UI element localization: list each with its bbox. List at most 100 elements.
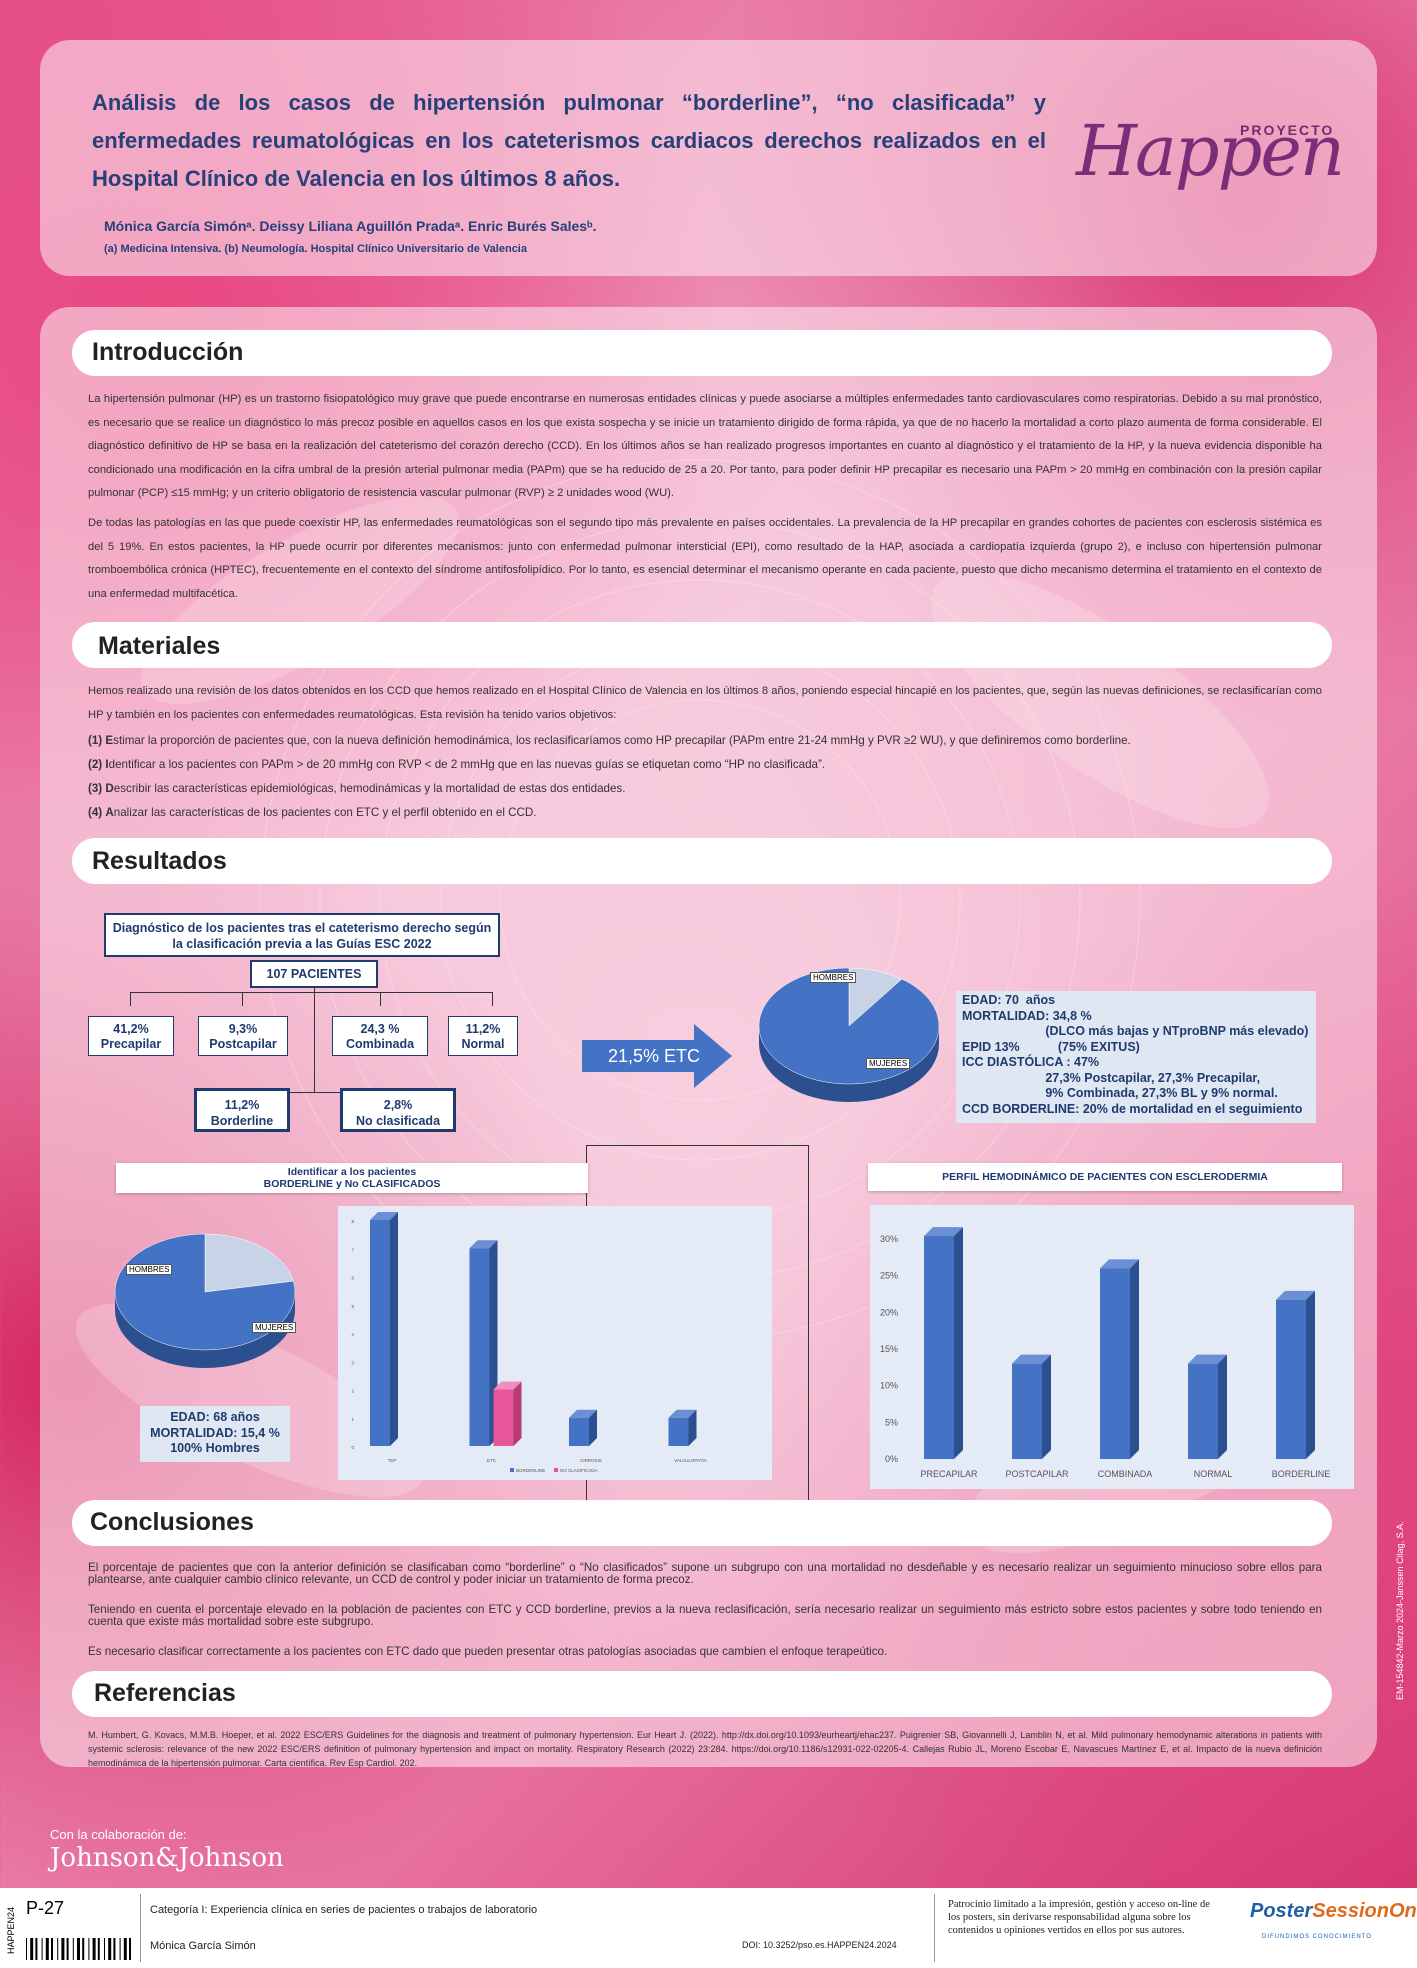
affiliation: (a) Medicina Intensiva. (b) Neumología. … (104, 243, 527, 255)
diagram-title-box: Diagnóstico de los pacientes tras el cat… (104, 913, 500, 957)
bar-top (1100, 1259, 1139, 1269)
bar-top (569, 1409, 597, 1418)
barcode-bar (61, 1938, 65, 1960)
etc-stats-box: EDAD: 70 años MORTALIDAD: 34,8 % (DLCO m… (956, 991, 1316, 1123)
bar-side (390, 1212, 398, 1446)
barcode-bar (97, 1938, 100, 1960)
barcode-bar (35, 1938, 38, 1960)
side-code: EM-154842-Marzo 2024-Janssen Cilag, S.A. (1395, 1521, 1405, 1700)
barcode-bar (88, 1938, 90, 1960)
legend-swatch (554, 1468, 558, 1472)
sub-borderline: 11,2% Borderline (194, 1088, 290, 1132)
x-tick-label: COMBINADA (1098, 1469, 1153, 1479)
poster-title: Análisis de los casos de hipertensión pu… (92, 90, 1046, 191)
y-tick-label: 1 (351, 1417, 354, 1422)
y-tick-label: 8 (351, 1219, 354, 1224)
y-tick-label: 7 (351, 1247, 354, 1252)
objective-3: (3) Describir las características epidem… (88, 782, 626, 795)
objective-4: (4) Analizar las características de los … (88, 806, 537, 819)
authors: Mónica García Simónᵃ. Deissy Liliana Agu… (104, 218, 597, 234)
y-tick-label: 5% (885, 1417, 898, 1427)
bar-side (688, 1409, 697, 1446)
conclusion-1: El porcentaje de pacientes que con la an… (88, 1561, 1322, 1586)
conclusion-3: Es necesario clasificar correctamente a … (88, 1645, 888, 1658)
x-tick-label: CIRROSIS (580, 1458, 602, 1463)
bar-top (668, 1409, 697, 1418)
barcode (26, 1938, 131, 1960)
footer-divider-2 (934, 1894, 935, 1962)
section-title-introduccion: Introducción (92, 338, 244, 366)
y-tick-label: 15% (880, 1344, 898, 1354)
connector-sub (290, 1092, 340, 1093)
section-bar-referencias (72, 1671, 1332, 1717)
y-tick-label: 5 (351, 1304, 354, 1309)
connector-3 (380, 992, 381, 1006)
bar-cirrosis-borderline (569, 1417, 589, 1446)
section-title-resultados: Resultados (92, 847, 227, 875)
y-tick-label: 30% (880, 1234, 898, 1244)
etc-connector-h (586, 1145, 808, 1146)
pso-tagline: DIFUNDIMOS CONOCIMIENTO (1262, 1934, 1372, 1940)
barcode-bar (123, 1938, 127, 1960)
barcode-bar (129, 1938, 131, 1960)
bar-valvulopatia-borderline (668, 1417, 689, 1446)
barcode-bar (72, 1938, 74, 1960)
barcode-bar (26, 1938, 27, 1960)
bar-top (1012, 1354, 1051, 1364)
conclusion-2: Teniendo en cuenta el porcentaje elevado… (88, 1603, 1322, 1628)
footer: HAPPEN24 P-27 Categoría I: Experiencia c… (0, 1888, 1417, 1968)
profile-head: PERFIL HEMODINÁMICO DE PACIENTES CON ESC… (868, 1163, 1342, 1191)
x-tick-label: NORMAL (1194, 1469, 1233, 1479)
y-tick-label: 3 (351, 1360, 354, 1365)
sub-no-clasificada: 2,8% No clasificada (340, 1088, 456, 1132)
legend-swatch (510, 1468, 514, 1472)
barcode-bar (45, 1938, 49, 1960)
etc-pie-label-men: HOMBRES (810, 972, 857, 983)
category-combinada: 24,3 % Combinada (332, 1016, 428, 1056)
barcode-bar (77, 1938, 80, 1960)
bar-top (924, 1227, 963, 1237)
footer-author: Mónica García Simón (150, 1940, 256, 1952)
intro-paragraph-2: De todas las patologías en las que puede… (88, 517, 1322, 600)
barcode-bar (82, 1938, 85, 1960)
y-tick-label: 25% (880, 1271, 898, 1281)
category-precapilar: 41,2% Precapilar (88, 1016, 174, 1056)
bar-borderline (1276, 1299, 1306, 1459)
x-tick-label: VALVULOPATIA (674, 1458, 706, 1463)
etc-connector-v2 (808, 1145, 809, 1500)
bar-side (1042, 1354, 1051, 1459)
barcode-bar (57, 1938, 59, 1960)
borderline-head: Identificar a los pacientes BORDERLINE y… (116, 1163, 588, 1193)
intro-paragraph-1: La hipertensión pulmonar (HP) es un tras… (88, 393, 1322, 499)
category-postcapilar: 9,3% Postcapilar (198, 1016, 288, 1056)
bar-side (954, 1227, 963, 1459)
bl-pie-label-men: HOMBRES (126, 1264, 173, 1275)
bar-side (1306, 1290, 1315, 1459)
legend-label: NO CLASIFICADA (560, 1468, 598, 1473)
y-tick-label: 4 (351, 1332, 354, 1337)
vertical-tag: HAPPEN24 (6, 1906, 16, 1954)
profile-bar-chart: 0% 5% 10% 15% 20% 25% 30% PRECAPILAR POSTCAPILAR… (880, 1227, 1330, 1479)
etc-pie-label-women: MUJERES (866, 1058, 911, 1069)
etc-pie-chart (758, 967, 940, 1102)
borderline-bar-chart: 0 1 2 3 4 5 6 7 8 TEP ETC CIRROSIS VALVULOPATIA BORDE… (351, 1212, 707, 1473)
legend-label: BORDERLINE (516, 1468, 545, 1473)
x-tick-label: TEP (388, 1458, 397, 1463)
total-patients-box: 107 PACIENTES (250, 960, 378, 988)
poster-id: P-27 (26, 1898, 65, 1918)
section-bar-introduccion (72, 330, 1332, 376)
collab-label: Con la colaboración de: (50, 1827, 187, 1842)
happen-logo: Happen (1076, 110, 1345, 192)
barcode-bar (41, 1938, 43, 1960)
bar-top (370, 1212, 398, 1220)
objective-2: (2) Identificar a los pacientes con PAPm… (88, 758, 826, 771)
barcode-bar (113, 1938, 116, 1960)
bar-normal (1188, 1363, 1218, 1459)
barcode-bar (119, 1938, 121, 1960)
barcode-bar (51, 1938, 53, 1960)
pso-logo: PosterSessionOnline (1250, 1900, 1417, 1922)
barcode-bar (104, 1938, 105, 1960)
profile-bar-card: 0% 5% 10% 15% 20% 25% 30% PRECAPILAR POSTCAPILAR… (870, 1205, 1354, 1489)
barcode-bar (30, 1938, 34, 1960)
y-tick-label: 10% (880, 1381, 898, 1391)
